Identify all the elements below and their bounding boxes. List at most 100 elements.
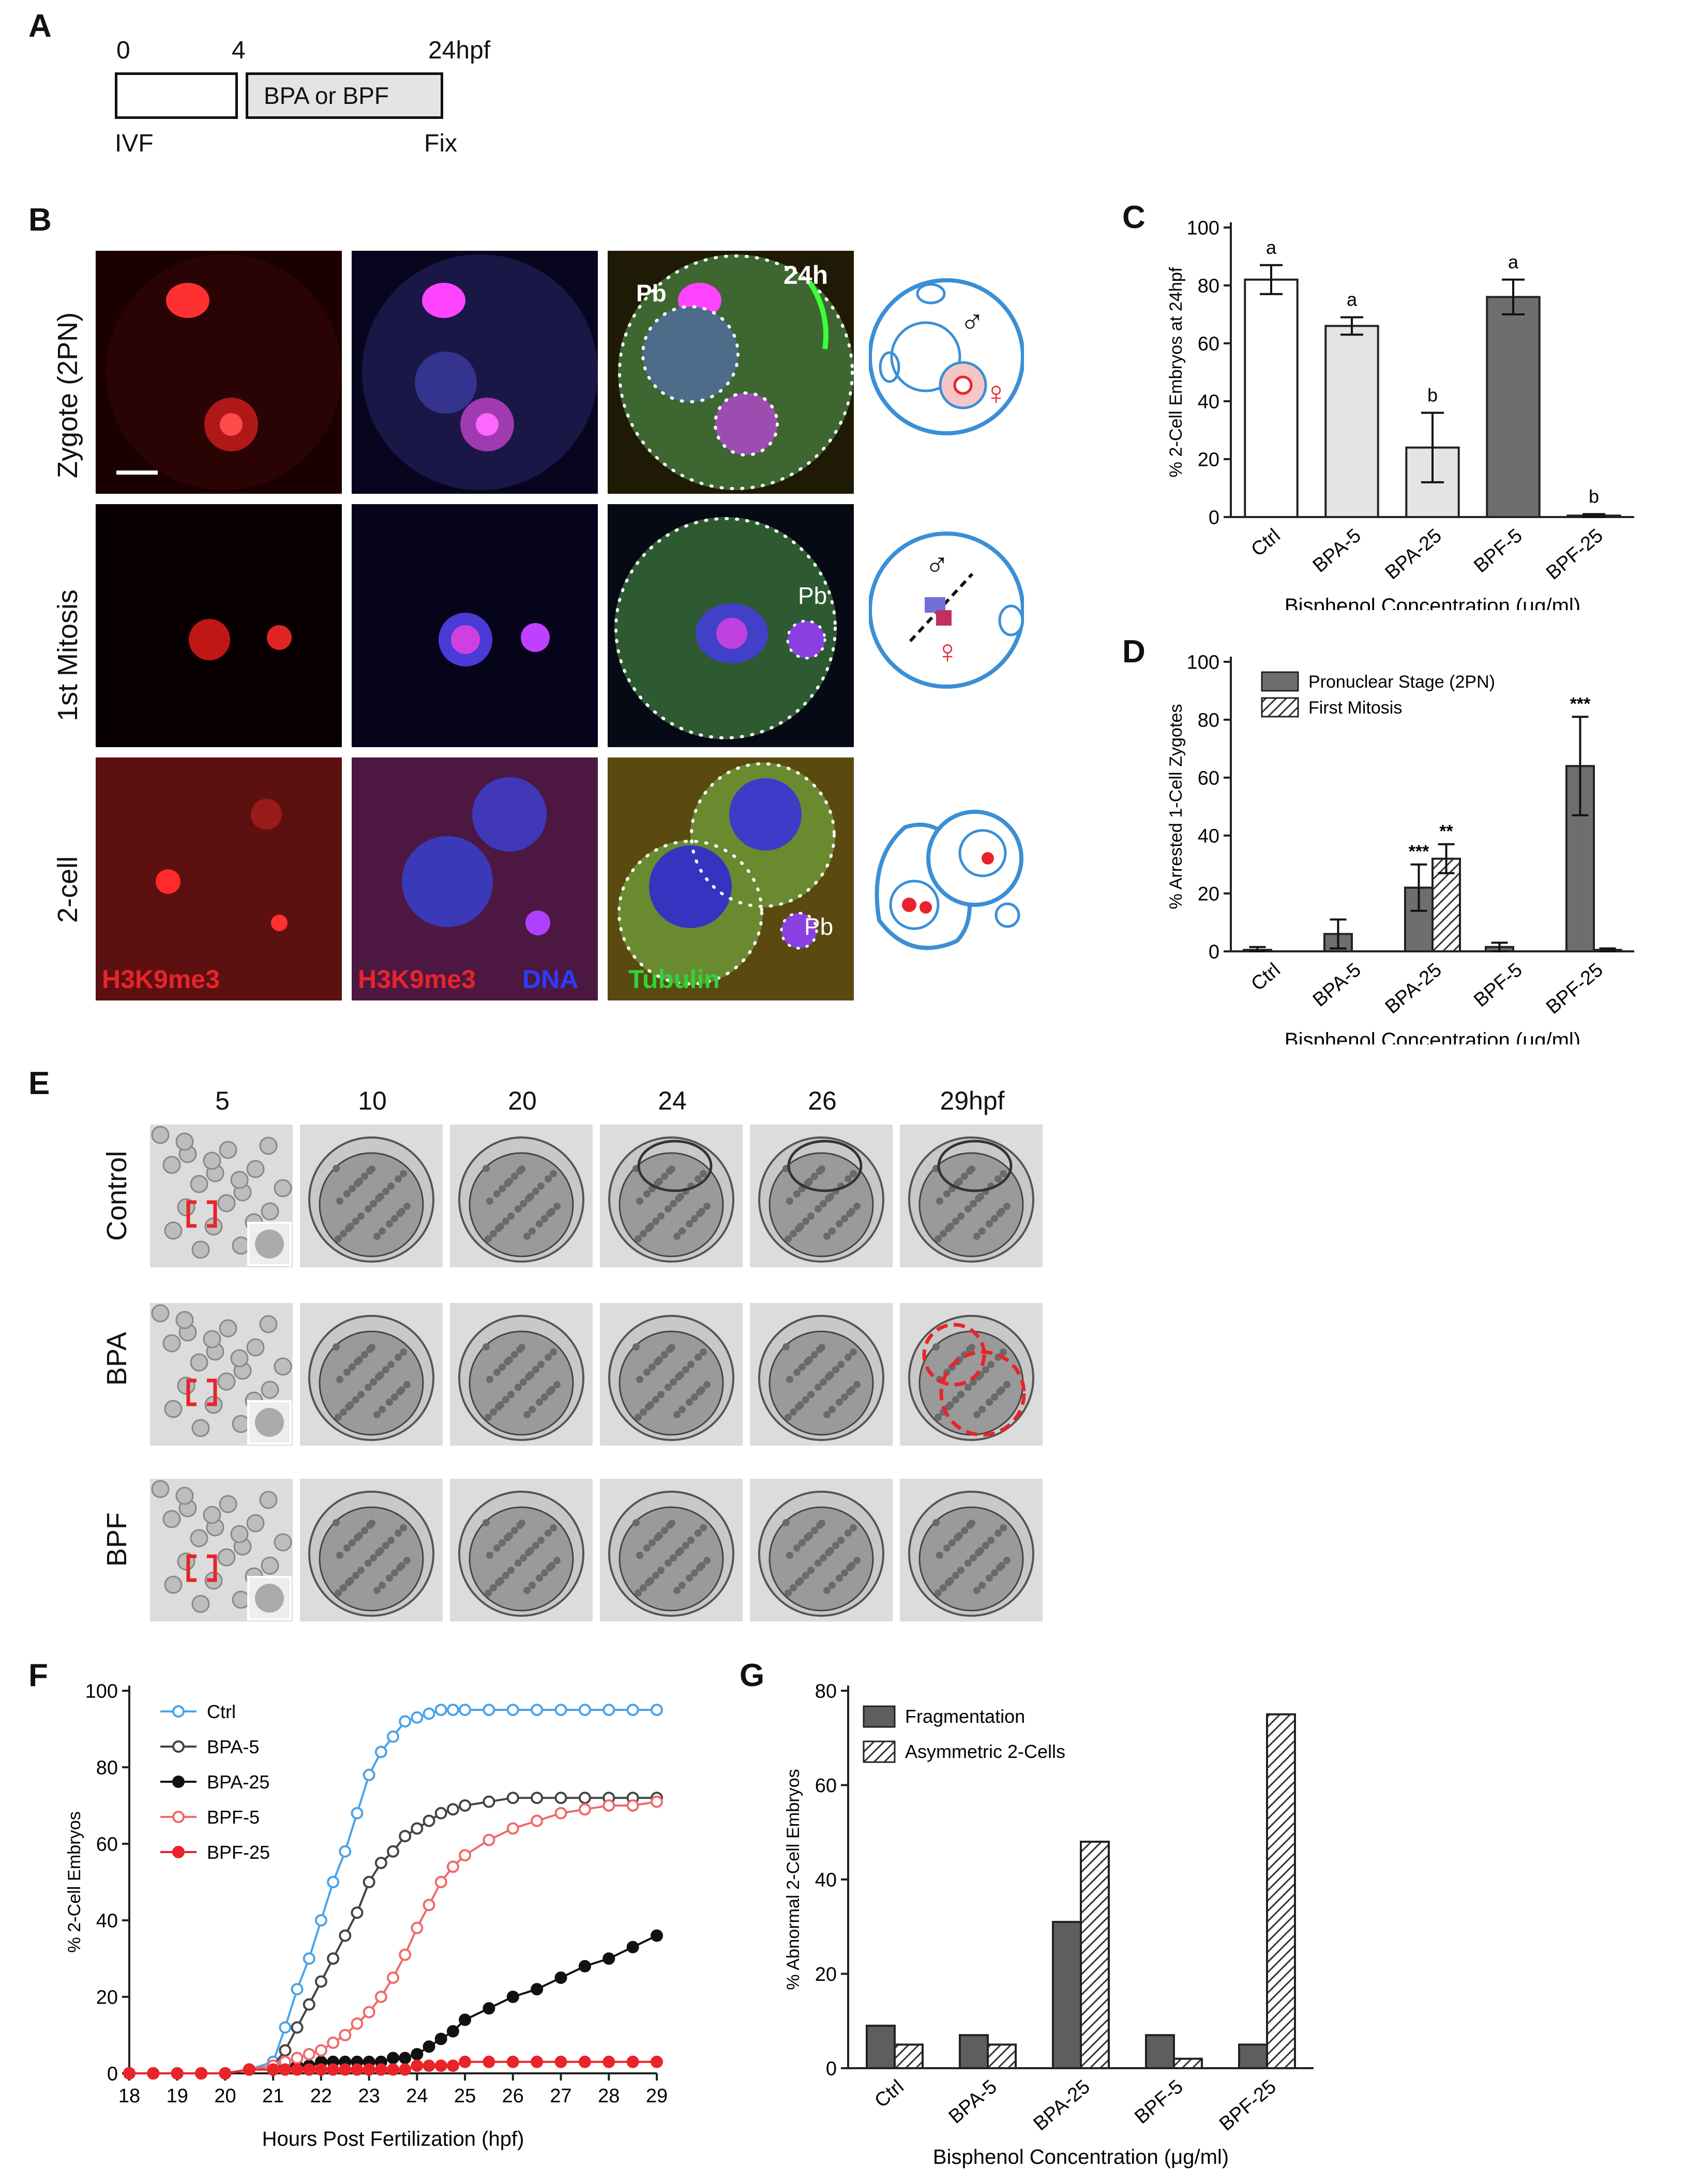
x-tick-label: BPA-25 — [1381, 959, 1446, 1019]
series-point — [602, 1704, 615, 1716]
bar-first-mitosis — [1431, 857, 1461, 952]
series-point — [387, 2052, 399, 2065]
series-point — [303, 1998, 315, 2011]
series-point — [387, 1971, 399, 1984]
series-point — [411, 2048, 424, 2060]
series-point — [291, 1983, 304, 1996]
significance-stars: ** — [1439, 822, 1453, 841]
brightfield-embryo — [300, 1125, 443, 1267]
series-point — [363, 2063, 375, 2076]
bar — [1486, 296, 1541, 518]
series-point — [374, 2063, 387, 2076]
series-point — [423, 2040, 435, 2053]
y-tick-label: 60 — [96, 1833, 118, 1855]
series-point — [434, 2059, 447, 2072]
y-tick-label: 80 — [815, 1680, 837, 1702]
schematic-2cell — [875, 810, 1023, 950]
brightfield-embryo — [600, 1479, 743, 1621]
y-tick-label: 60 — [1198, 333, 1219, 355]
label-24h: 24h — [783, 261, 828, 290]
series-point — [554, 1792, 567, 1804]
y-tick-label: 40 — [815, 1869, 837, 1891]
brightfield-embryo — [750, 1125, 893, 1267]
series-point — [423, 2059, 435, 2072]
bar — [1244, 278, 1299, 519]
x-tick-label: BPA-5 — [945, 2076, 1001, 2128]
timeline-label-ivf: IVF — [115, 130, 154, 157]
label-h3k9me3-2: H3K9me3 — [358, 965, 476, 994]
legend-swatch — [1261, 697, 1299, 718]
legend-label: BPA-25 — [207, 1771, 269, 1793]
x-tick-label: BPF-25 — [1542, 959, 1607, 1019]
series-point — [446, 1860, 459, 1873]
legend-marker — [172, 1705, 185, 1718]
timeline-box-ivf — [115, 72, 238, 119]
series-point — [243, 2063, 255, 2076]
series-point — [303, 2063, 315, 2076]
series-point — [314, 2044, 327, 2057]
label-pb-mitosis: Pb — [798, 582, 827, 609]
series-point — [363, 1768, 375, 1781]
series-point — [363, 1876, 375, 1888]
series-point — [327, 2063, 340, 2076]
y-tick-label: 20 — [96, 1986, 118, 2008]
legend-label: BPF-25 — [207, 1842, 270, 1863]
significance-stars: *** — [1409, 842, 1429, 861]
panel-label-a: A — [28, 8, 52, 44]
series-point — [531, 1983, 544, 1996]
micrograph-2cell-tubulin: Pb Tubulin — [608, 757, 854, 1000]
series-point — [483, 1833, 495, 1846]
x-tick-label: Ctrl — [871, 2076, 908, 2112]
series-point — [303, 2048, 315, 2060]
brightfield-overview — [150, 1125, 293, 1267]
series-point — [423, 1899, 435, 1912]
series-point — [554, 1704, 567, 1716]
bar-fragmentation — [866, 2024, 896, 2069]
series-point — [411, 1711, 424, 1724]
series-point — [339, 2029, 352, 2041]
panel-label-c: C — [1122, 200, 1146, 235]
bar-asymmetric — [1266, 1713, 1296, 2069]
series-point — [303, 1952, 315, 1965]
series-point — [147, 2067, 160, 2080]
brightfield-embryo — [600, 1125, 743, 1267]
series-point — [351, 2017, 364, 2030]
series-point — [399, 2052, 412, 2065]
y-tick-label: 0 — [1209, 507, 1219, 528]
series-point — [423, 1707, 435, 1720]
series-point — [446, 1803, 459, 1816]
x-axis-title: Hours Post Fertilization (hpf) — [262, 2128, 524, 2150]
series-point — [327, 1952, 340, 1965]
y-tick-label: 100 — [85, 1680, 118, 1702]
brightfield-embryo — [750, 1303, 893, 1446]
x-tick-label: 24 — [406, 2085, 428, 2107]
series-point — [578, 1704, 591, 1716]
brightfield-embryo — [600, 1303, 743, 1446]
significance-letter: a — [1347, 289, 1358, 310]
x-tick-label: BPF-25 — [1542, 525, 1607, 584]
row-label-mitosis: 1st Mitosis — [52, 589, 83, 721]
series-point — [578, 2055, 591, 2068]
x-axis-title: Bisphenol Concentration (μg/ml) — [1285, 1029, 1580, 1044]
x-tick-label: 21 — [262, 2085, 284, 2107]
y-tick-label: 40 — [96, 1910, 118, 1932]
series-point — [602, 2055, 615, 2068]
series-point — [314, 1914, 327, 1927]
legend-swatch — [863, 1705, 896, 1728]
x-axis-title: Bisphenol Concentration (μg/ml) — [933, 2146, 1229, 2168]
significance-letter: b — [1589, 486, 1599, 507]
series-point — [351, 1807, 364, 1819]
x-tick-label: BPF-25 — [1215, 2076, 1280, 2135]
x-tick-label: 19 — [167, 2085, 188, 2107]
y-tick-label: 60 — [1198, 767, 1219, 789]
legend-marker — [172, 1776, 185, 1788]
y-axis-title: % 2-Cell Embryos at 24hpf — [1166, 267, 1186, 477]
x-tick-label: 28 — [598, 2085, 620, 2107]
schematic-zygote: ♂ ♀ — [869, 278, 1024, 435]
series-point — [459, 2013, 472, 2026]
y-axis-title: % 2-Cell Embryos — [65, 1811, 84, 1953]
series-point — [459, 2055, 472, 2068]
x-tick-label: Ctrl — [1247, 525, 1285, 561]
significance-stars: *** — [1570, 694, 1591, 714]
panel-label-f: F — [28, 1658, 48, 1693]
